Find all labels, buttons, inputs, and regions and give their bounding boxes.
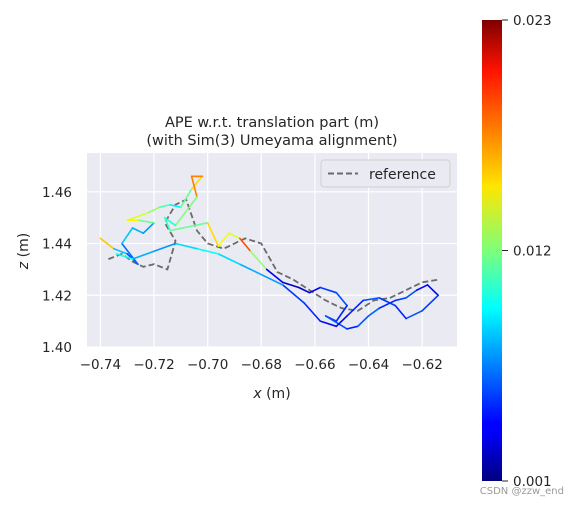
- estimate-segment: [405, 309, 423, 320]
- estimate-segment: [378, 299, 397, 310]
- estimate-segment: [426, 284, 440, 297]
- estimate-segment: [115, 253, 134, 260]
- x-tick-label: −0.62: [401, 357, 442, 373]
- y-axis-unit: (m): [16, 233, 32, 262]
- estimate-segment: [303, 302, 322, 322]
- estimate-segment: [324, 315, 348, 330]
- x-tick-label: −0.72: [133, 357, 174, 373]
- estimate-segment: [265, 268, 284, 284]
- estimate-segment: [367, 307, 381, 317]
- estimate-segment: [308, 286, 322, 294]
- estimate-segment: [131, 250, 155, 260]
- y-tick-label: 1.44: [42, 237, 72, 253]
- legend: reference: [320, 159, 451, 188]
- colorbar: [482, 20, 502, 481]
- estimate-segment: [405, 289, 418, 299]
- estimate-segment: [131, 227, 145, 234]
- y-axis-variable: z: [16, 261, 32, 270]
- estimate-segment: [99, 237, 115, 250]
- estimate-segment: [121, 227, 134, 245]
- y-tick-label: 1.40: [42, 340, 72, 356]
- x-axis-unit: (m): [262, 386, 291, 402]
- estimate-segment: [147, 206, 161, 214]
- estimate-segment: [228, 232, 241, 240]
- estimate-segment: [180, 188, 193, 209]
- estimate-segment: [121, 242, 139, 266]
- x-tick-label: −0.74: [80, 357, 121, 373]
- estimate-segment: [113, 247, 129, 255]
- estimate-segment: [217, 232, 230, 247]
- estimate-segment: [362, 297, 381, 302]
- y-tick-label: 1.46: [42, 185, 72, 201]
- estimate-segment: [163, 216, 177, 227]
- estimate-segment: [190, 175, 198, 198]
- estimate-segment: [126, 211, 150, 222]
- estimate-segment: [174, 242, 198, 250]
- estimate-segment: [142, 222, 155, 234]
- estimate-segment: [153, 242, 177, 253]
- reference-line: [108, 198, 439, 312]
- grid-lines: [87, 153, 457, 348]
- estimate-segment: [137, 219, 155, 224]
- estimate-segment: [415, 284, 429, 291]
- estimate-segment: [378, 297, 397, 307]
- chart-subtitle: (with Sim(3) Umeyama alignment): [146, 133, 397, 149]
- chart-title: APE w.r.t. translation part (m): [165, 115, 379, 131]
- x-tick-label: −0.66: [294, 357, 335, 373]
- y-tick-labels: 1.40 1.42 1.44 1.46: [42, 185, 72, 356]
- y-tick-label: 1.42: [42, 288, 72, 304]
- estimate-segment: [319, 320, 338, 328]
- legend-box: [320, 159, 451, 188]
- estimate-segment: [335, 315, 348, 328]
- colorbar-tick-label: 0.012: [513, 244, 552, 260]
- watermark: CSDN @zzw_end: [479, 486, 564, 497]
- estimate-segment: [346, 299, 364, 317]
- colorbar-tick-label: 0.023: [513, 13, 552, 29]
- x-tick-label: −0.64: [348, 357, 389, 373]
- trajectory-series: [99, 175, 440, 330]
- estimate-segment: [346, 325, 359, 330]
- x-axis-variable: x: [252, 386, 262, 402]
- estimate-segment: [163, 216, 171, 232]
- x-tick-labels: −0.74 −0.72 −0.70 −0.68 −0.66 −0.64 −0.62: [80, 357, 443, 373]
- x-tick-label: −0.70: [187, 357, 228, 373]
- estimate-segment: [421, 294, 440, 312]
- estimate-segment: [158, 203, 171, 209]
- estimate-segment: [249, 250, 268, 271]
- estimate-segment: [298, 286, 311, 294]
- estimate-segment: [335, 291, 348, 307]
- estimate-segment: [281, 284, 305, 304]
- colorbar-tick-label: 0.001: [513, 474, 552, 490]
- estimate-segment: [394, 304, 407, 320]
- estimate-segment: [281, 281, 300, 289]
- estimate-segment: [206, 222, 220, 247]
- estimate-segment: [169, 222, 209, 232]
- estimate-segment: [239, 263, 263, 276]
- estimate-segment: [319, 286, 338, 294]
- legend-reference-label: reference: [369, 167, 436, 183]
- y-axis-label: z (m): [16, 233, 32, 270]
- estimate-segment: [239, 237, 252, 253]
- estimate-segment: [394, 297, 407, 302]
- estimate-segment: [169, 203, 182, 209]
- estimate-segment: [335, 304, 348, 322]
- estimate-segment: [260, 273, 284, 286]
- colorbar-ticks: 0.001 0.012 0.023: [502, 13, 552, 490]
- x-tick-label: −0.68: [241, 357, 282, 373]
- estimate-segment: [190, 175, 204, 191]
- estimate-segment: [356, 315, 370, 328]
- x-axis-label: x (m): [252, 386, 290, 402]
- estimate-segment: [217, 253, 241, 266]
- estimate-segment: [174, 196, 198, 227]
- estimate-segment: [196, 247, 220, 255]
